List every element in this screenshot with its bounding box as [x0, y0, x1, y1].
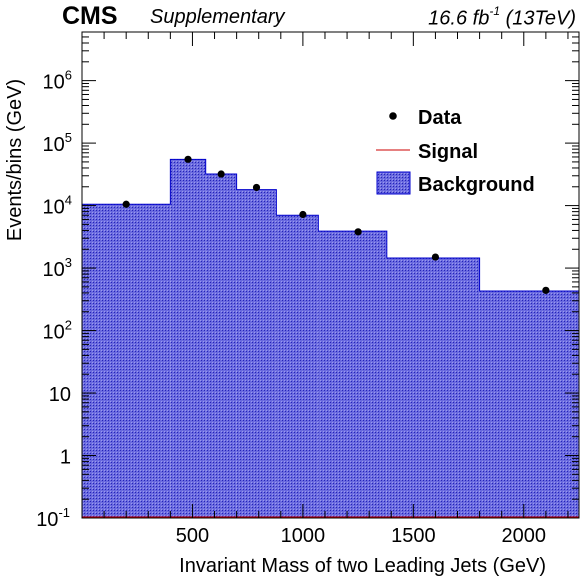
- x-tick-label: 500: [176, 525, 209, 547]
- background-bar: [170, 159, 206, 519]
- y-tick-label: 105: [43, 130, 72, 156]
- data-point: [252, 183, 261, 192]
- background-bar: [386, 257, 480, 518]
- background-bar: [236, 189, 277, 519]
- data-point: [217, 170, 225, 178]
- legend-background-swatch: [376, 171, 411, 195]
- y-tick-label: 103: [43, 255, 72, 281]
- y-tick-label: 104: [43, 193, 72, 219]
- supplementary-label: Supplementary: [150, 6, 285, 28]
- data-point: [184, 155, 192, 163]
- energy-label: (13TeV): [505, 7, 576, 30]
- y-tick-label: 102: [43, 318, 72, 344]
- x-tick-label: 2000: [502, 525, 547, 547]
- background-bar: [276, 215, 319, 518]
- y-tick-label: 10-1: [36, 505, 70, 531]
- x-tick-label: 1500: [391, 525, 436, 547]
- legend-label: Signal: [418, 141, 478, 163]
- y-tick-label: 106: [43, 68, 72, 94]
- y-axis-label: Events/bins (GeV): [4, 79, 26, 241]
- y-tick-label: 1: [60, 447, 71, 469]
- x-tick-label: 1000: [281, 525, 326, 547]
- background-bar: [318, 231, 387, 518]
- legend-data-marker: [389, 112, 397, 120]
- lumi-exponent: -1: [489, 4, 501, 18]
- data-point: [299, 210, 307, 219]
- y-tick-label: 10: [49, 384, 71, 406]
- background-bar: [479, 290, 579, 518]
- data-point: [542, 286, 550, 294]
- data-point: [122, 200, 130, 208]
- legend-label: Background: [418, 174, 535, 196]
- background-bar: [205, 174, 237, 518]
- data-point: [431, 253, 440, 261]
- luminosity-label: 16.6 fb-1 (13TeV): [428, 4, 576, 31]
- lumi-value: 16.6 fb: [428, 7, 490, 30]
- x-axis-label: Invariant Mass of two Leading Jets (GeV): [179, 555, 546, 577]
- background-bar: [82, 204, 171, 519]
- experiment-label: CMS: [62, 2, 118, 30]
- legend-label: Data: [418, 107, 462, 129]
- background-outline: [81, 158, 580, 518]
- plot-frame: [81, 31, 580, 519]
- data-point: [354, 228, 362, 236]
